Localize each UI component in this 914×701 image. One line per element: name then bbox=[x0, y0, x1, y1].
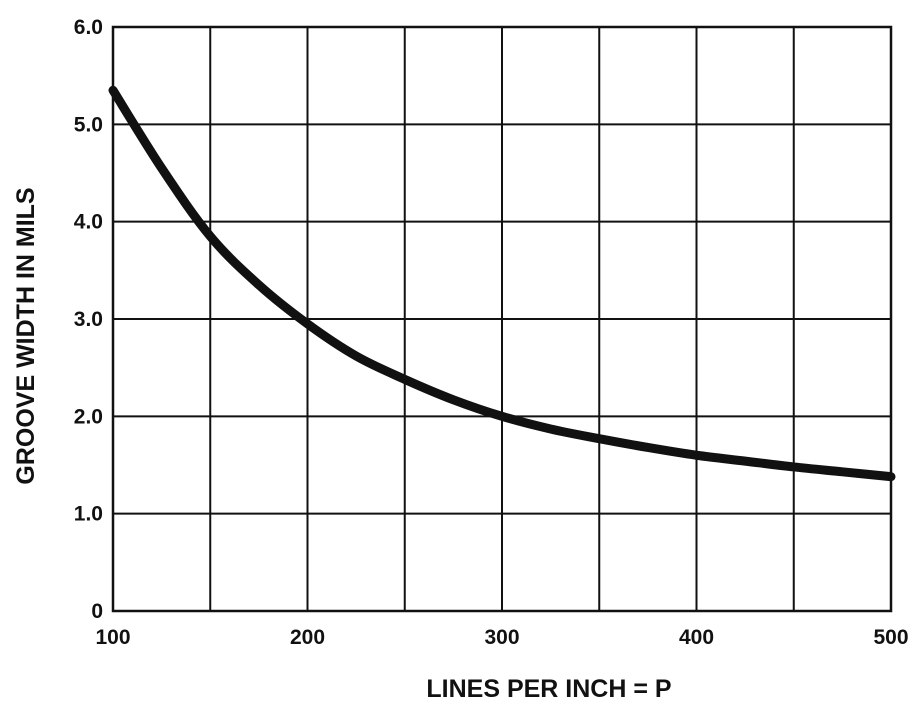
y-tick-label: 3.0 bbox=[74, 308, 103, 331]
y-tick-label: 2.0 bbox=[74, 405, 103, 428]
y-tick-label: 6.0 bbox=[74, 16, 103, 39]
y-tick-label: 4.0 bbox=[74, 211, 103, 234]
plot-frame bbox=[111, 25, 893, 613]
series-line-0 bbox=[108, 85, 896, 482]
x-tick-label: 300 bbox=[484, 626, 519, 649]
y-tick-label: 5.0 bbox=[74, 113, 103, 136]
x-tick-label: 400 bbox=[679, 626, 714, 649]
y-tick-labels: 0 1.0 2.0 3.0 4.0 5.0 6.0 bbox=[74, 16, 103, 623]
x-tick-label: 200 bbox=[290, 626, 325, 649]
x-axis-title: LINES PER INCH = P bbox=[426, 675, 671, 701]
y-tick-label: 0 bbox=[91, 600, 103, 623]
grid bbox=[113, 27, 891, 611]
series-layer bbox=[108, 85, 896, 482]
y-axis-title: GROOVE WIDTH IN MILS bbox=[12, 187, 40, 484]
x-tick-label: 500 bbox=[873, 626, 908, 649]
x-tick-label: 100 bbox=[95, 626, 130, 649]
x-tick-labels: 100 200 300 400 500 bbox=[95, 626, 908, 649]
y-tick-label: 1.0 bbox=[74, 503, 103, 526]
